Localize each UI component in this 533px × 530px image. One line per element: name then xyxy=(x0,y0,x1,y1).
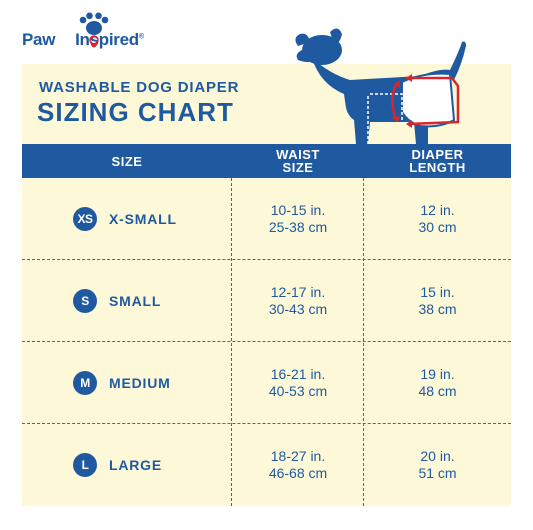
length-inches: 12 in. xyxy=(420,201,455,218)
paw-print-icon xyxy=(79,12,109,48)
length-inches: 15 in. xyxy=(420,283,455,300)
waist-size-cell: 10-15 in. 25-38 cm xyxy=(232,178,364,259)
waist-inches: 16-21 in. xyxy=(270,365,326,382)
diaper-length-cell: 19 in. 48 cm xyxy=(364,342,511,423)
length-cm: 48 cm xyxy=(418,382,457,399)
waist-inches: 12-17 in. xyxy=(270,283,326,300)
table-header: SIZE WAIST SIZE DIAPER LENGTH xyxy=(22,144,511,178)
waist-cm: 46-68 cm xyxy=(268,464,328,481)
column-divider xyxy=(363,178,364,506)
table-row: L LARGE 18-27 in. 46-68 cm 20 in. 51 cm xyxy=(22,424,511,505)
waist-cm: 40-53 cm xyxy=(268,382,328,399)
size-cell: M MEDIUM xyxy=(22,342,232,423)
dog-wearing-diaper-icon xyxy=(295,28,466,144)
diaper-length-cell: 12 in. 30 cm xyxy=(364,178,511,259)
length-inches: 20 in. xyxy=(420,447,455,464)
header-waist-line2: SIZE xyxy=(282,160,314,175)
waist-size-cell: 16-21 in. 40-53 cm xyxy=(232,342,364,423)
waist-size-cell: 18-27 in. 46-68 cm xyxy=(232,424,364,505)
header-size: SIZE xyxy=(22,144,232,178)
waist-inches: 18-27 in. xyxy=(270,447,326,464)
diaper-length-cell: 15 in. 38 cm xyxy=(364,260,511,341)
header-waist-line1: WAIST xyxy=(276,147,320,162)
length-cm: 30 cm xyxy=(418,218,457,235)
size-badge: M xyxy=(73,370,97,395)
size-badge: L xyxy=(73,452,97,477)
sizing-chart-panel: WASHABLE DOG DIAPER SIZING CHART SIZE WA… xyxy=(22,28,511,506)
column-divider xyxy=(231,178,232,506)
row-divider xyxy=(22,341,511,342)
waist-inches: 10-15 in. xyxy=(270,201,326,218)
diaper-length-cell: 20 in. 51 cm xyxy=(364,424,511,505)
waist-size-cell: 12-17 in. 30-43 cm xyxy=(232,260,364,341)
size-name: LARGE xyxy=(109,456,162,473)
row-divider xyxy=(22,259,511,260)
waist-cm: 25-38 cm xyxy=(268,218,328,235)
table-row: S SMALL 12-17 in. 30-43 cm 15 in. 38 cm xyxy=(22,260,511,341)
chart-subtitle: WASHABLE DOG DIAPER xyxy=(39,79,240,96)
size-badge: S xyxy=(73,288,97,313)
size-cell: L LARGE xyxy=(22,424,232,505)
size-name: SMALL xyxy=(109,292,162,309)
header-size-label: SIZE xyxy=(111,153,143,169)
size-cell: S SMALL xyxy=(22,260,232,341)
length-cm: 38 cm xyxy=(418,300,457,317)
waist-cm: 30-43 cm xyxy=(268,300,328,317)
chart-title: SIZING CHART xyxy=(37,97,234,127)
trademark-symbol: ® xyxy=(138,33,144,41)
header-waist-size: WAIST SIZE xyxy=(232,144,364,178)
size-badge: XS xyxy=(73,206,97,231)
length-cm: 51 cm xyxy=(418,464,457,481)
brand-name-part1: Paw xyxy=(22,30,56,49)
table-row: M MEDIUM 16-21 in. 40-53 cm 19 in. 48 cm xyxy=(22,342,511,423)
size-cell: XS X-SMALL xyxy=(22,178,232,259)
size-name: MEDIUM xyxy=(109,374,171,391)
header-length-line1: DIAPER xyxy=(411,147,464,162)
size-name: X-SMALL xyxy=(109,210,177,227)
brand-logo: Paw Inspired® xyxy=(22,12,172,52)
header-length-line2: LENGTH xyxy=(409,160,466,175)
length-inches: 19 in. xyxy=(420,365,455,382)
header-diaper-length: DIAPER LENGTH xyxy=(364,144,511,178)
row-divider xyxy=(22,423,511,424)
table-row: XS X-SMALL 10-15 in. 25-38 cm 12 in. 30 cm xyxy=(22,178,511,259)
